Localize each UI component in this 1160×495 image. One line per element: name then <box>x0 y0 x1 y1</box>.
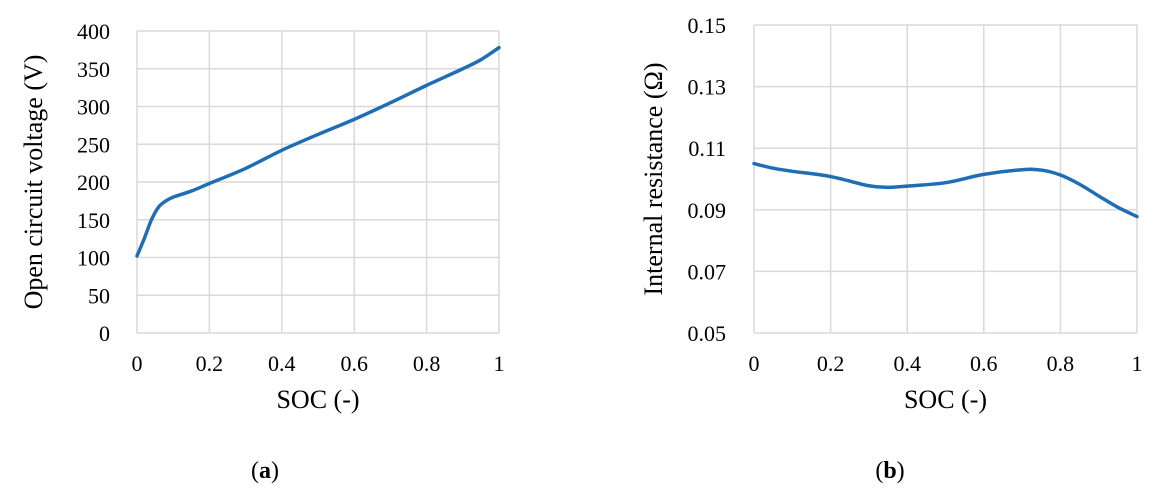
x-axis-title: SOC (-) <box>904 385 987 414</box>
y-tick-label: 0.13 <box>688 75 727 100</box>
x-tick-label: 1 <box>494 351 505 376</box>
chart-a-open-circuit-voltage: 0 0.2 0.4 0.6 0.8 1 0 50 100 150 200 250 300 350 400 SO… <box>19 19 505 414</box>
x-tick-label: 0.6 <box>970 351 998 376</box>
y-tick-label: 150 <box>77 208 110 233</box>
panel-label-b: (b) <box>875 458 904 484</box>
y-tick-label: 0.05 <box>688 321 727 346</box>
y-tick-label: 0.09 <box>688 198 727 223</box>
panel-label-a: (a) <box>251 458 279 484</box>
series-line <box>752 161 1139 219</box>
y-tick-label: 0.11 <box>688 136 726 161</box>
y-tick-label: 350 <box>77 57 110 82</box>
chart-b-internal-resistance: 0 0.2 0.4 0.6 0.8 1 0.05 0.07 0.09 0.11 0.13 0.15 SO… <box>639 13 1143 414</box>
y-tick-label: 250 <box>77 132 110 157</box>
x-tick-label: 0.2 <box>817 351 845 376</box>
y-tick-label: 0.07 <box>688 259 727 284</box>
y-axis-title: Internal resistance (Ω) <box>639 63 668 296</box>
x-tick-label: 0.8 <box>413 351 441 376</box>
y-tick-label: 100 <box>77 246 110 271</box>
y-tick-label: 0.15 <box>688 13 727 38</box>
x-tick-label: 0.4 <box>893 351 921 376</box>
x-tick-label: 1 <box>1132 351 1143 376</box>
series-line <box>135 45 501 258</box>
y-tick-label: 50 <box>88 283 110 308</box>
y-tick-label: 400 <box>77 19 110 44</box>
x-tick-label: 0.4 <box>268 351 296 376</box>
x-tick-label: 0 <box>132 351 143 376</box>
y-tick-label: 200 <box>77 170 110 195</box>
x-tick-label: 0.2 <box>196 351 224 376</box>
x-tick-label: 0.6 <box>340 351 368 376</box>
y-tick-label: 0 <box>99 321 110 346</box>
x-tick-label: 0 <box>749 351 760 376</box>
y-tick-label: 300 <box>77 95 110 120</box>
x-axis-title: SOC (-) <box>276 385 359 414</box>
y-axis-title: Open circuit voltage (V) <box>19 55 48 310</box>
x-tick-label: 0.8 <box>1047 351 1075 376</box>
